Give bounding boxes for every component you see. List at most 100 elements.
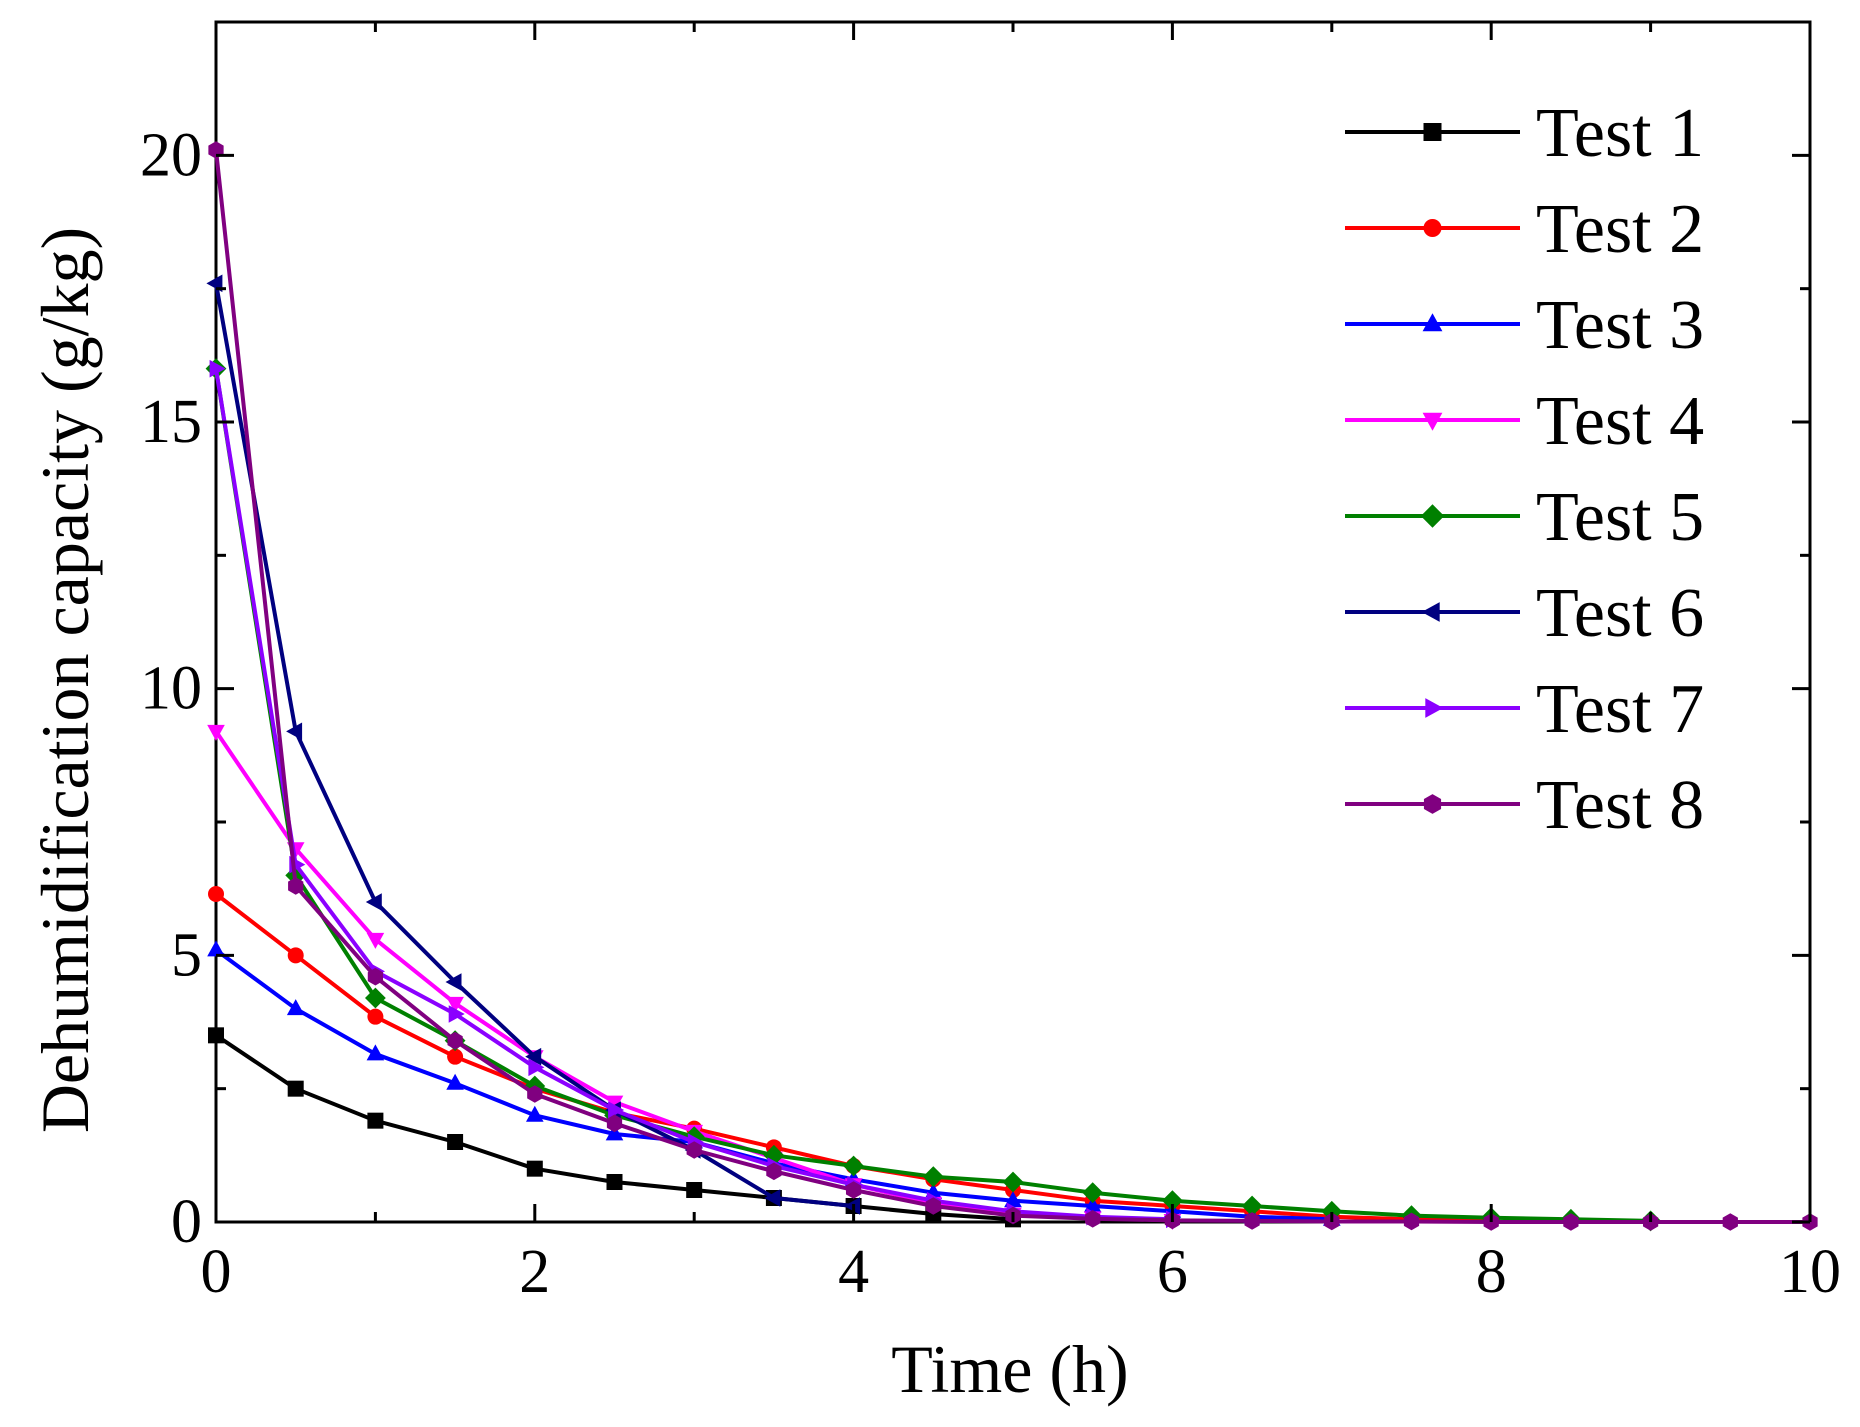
legend-item-1: Test 1 <box>1345 95 1704 172</box>
data-point <box>1162 1190 1183 1212</box>
data-point <box>209 359 226 378</box>
data-point <box>1722 1213 1738 1231</box>
data-point <box>447 1031 463 1050</box>
legend-label: Test 2 <box>1536 191 1704 268</box>
data-point <box>605 1124 624 1141</box>
data-point <box>447 1134 464 1150</box>
data-point <box>606 1174 623 1190</box>
y-tick-label: 10 <box>140 655 202 723</box>
legend-label: Test 8 <box>1536 767 1704 844</box>
legend-marker <box>1420 504 1445 528</box>
data-point <box>1083 1196 1102 1213</box>
legend-label: Test 5 <box>1536 479 1704 556</box>
legend-item-2: Test 2 <box>1345 191 1704 268</box>
legend-item-7: Test 7 <box>1345 671 1704 748</box>
x-tick-label: 8 <box>1476 1238 1507 1306</box>
data-point <box>365 987 386 1009</box>
legend-marker <box>1423 219 1442 237</box>
y-tick-label: 5 <box>171 921 202 989</box>
x-tick-label: 6 <box>1157 1238 1188 1306</box>
data-point <box>686 1182 703 1198</box>
data-point <box>843 1155 864 1177</box>
legend-label: Test 7 <box>1536 671 1704 748</box>
data-point <box>208 886 224 902</box>
data-point <box>528 1058 545 1077</box>
data-point <box>766 1162 782 1181</box>
data-point <box>366 1044 385 1061</box>
legend-label: Test 1 <box>1536 95 1704 172</box>
legend-label: Test 4 <box>1536 383 1704 460</box>
x-axis-label: Time (h) <box>891 1331 1128 1407</box>
data-point <box>686 1141 702 1159</box>
series-line <box>214 368 1173 1222</box>
y-tick-label: 0 <box>171 1188 202 1256</box>
legend-item-5: Test 5 <box>1345 479 1704 556</box>
y-tick-label: 20 <box>140 121 202 189</box>
legend-item-4: Test 4 <box>1345 383 1704 460</box>
data-point <box>1563 1213 1579 1231</box>
data-point <box>286 722 303 741</box>
data-point <box>922 1166 944 1188</box>
legend-item-6: Test 6 <box>1345 575 1704 652</box>
legend-label: Test 6 <box>1536 575 1704 652</box>
data-point <box>527 1085 543 1103</box>
legend-marker <box>1425 698 1444 718</box>
series-line <box>214 368 1651 1223</box>
legend-marker <box>1423 123 1442 141</box>
data-point <box>1082 1182 1104 1204</box>
data-point <box>608 1101 625 1119</box>
data-point <box>1085 1210 1101 1228</box>
data-point <box>1002 1171 1024 1193</box>
data-point <box>367 1112 384 1129</box>
legend: Test 1 Test 2 Test 3 Test 4 Test 5 Test 6 Test… <box>1345 95 1704 844</box>
data-point <box>207 940 225 957</box>
x-tick-label: 0 <box>201 1238 232 1306</box>
data-point <box>845 1181 862 1199</box>
data-point <box>445 973 462 991</box>
legend-item-8: Test 8 <box>1345 767 1704 844</box>
data-point <box>208 1027 224 1044</box>
data-point <box>287 1080 304 1097</box>
ticks-layer: 0 2 4 6 8 10 0 5 10 15 20 <box>140 22 1841 1306</box>
data-point <box>525 1047 542 1066</box>
x-tick-label: 4 <box>838 1238 869 1306</box>
legend-item-3: Test 3 <box>1345 287 1704 364</box>
data-point <box>207 724 225 741</box>
data-point <box>606 1114 623 1133</box>
data-point <box>764 1189 781 1207</box>
data-point <box>605 1095 624 1112</box>
data-point <box>683 1126 705 1148</box>
data-point <box>288 877 304 895</box>
legend-marker <box>1423 794 1442 814</box>
x-tick-label: 2 <box>519 1238 550 1306</box>
y-axis-label: Dehumidification capacity (g/kg) <box>27 227 103 1133</box>
data-point <box>447 1048 464 1065</box>
series-layer <box>205 141 1818 1232</box>
x-tick-label: 10 <box>1779 1238 1841 1306</box>
data-point <box>1403 1212 1420 1231</box>
data-point <box>1244 1212 1260 1230</box>
data-point <box>526 1160 543 1177</box>
series-6 <box>206 274 860 1215</box>
data-point <box>1241 1195 1263 1217</box>
data-point <box>446 996 464 1013</box>
legend-marker <box>1422 412 1443 431</box>
data-point <box>448 1005 465 1023</box>
data-point <box>844 1197 860 1215</box>
data-point <box>286 999 305 1016</box>
y-tick-label: 15 <box>140 388 202 456</box>
data-point <box>1004 1191 1022 1208</box>
data-point <box>925 1197 941 1215</box>
legend-marker <box>1422 313 1443 332</box>
data-point <box>366 932 385 949</box>
data-point <box>446 1073 464 1090</box>
series-5 <box>205 358 1661 1232</box>
legend-label: Test 3 <box>1536 287 1704 364</box>
legend-marker <box>1421 602 1440 622</box>
data-point <box>367 1008 384 1025</box>
series-7 <box>209 359 1182 1229</box>
data-point <box>367 967 384 986</box>
data-point <box>365 893 382 911</box>
data-point <box>526 1105 544 1122</box>
